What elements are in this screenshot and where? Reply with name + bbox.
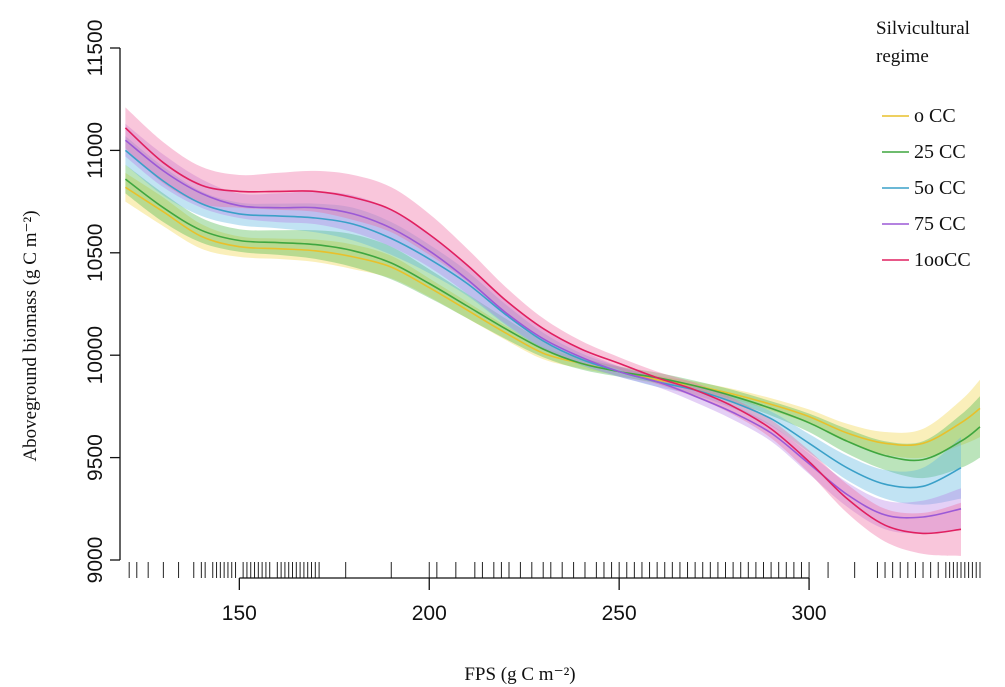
legend-label-4: 1ooCC <box>914 249 971 271</box>
x-tick-label: 250 <box>602 602 637 625</box>
legend-label-1: 25 CC <box>914 141 966 163</box>
x-axis-title: FPS (g C m⁻²) <box>464 664 575 685</box>
series-lines <box>124 127 981 535</box>
line-series-0 <box>124 186 981 447</box>
legend-label-2: 5o CC <box>914 177 966 199</box>
x-tick-label: 150 <box>222 602 257 625</box>
line-series-2 <box>124 149 962 489</box>
axes: 9000 9500 10000 10500 11000 11500 150 200 250 300 <box>84 20 827 625</box>
legend-title: Silvicultural <box>876 18 970 39</box>
y-tick-label: 11500 <box>84 20 107 77</box>
y-tick-label: 10500 <box>84 224 107 282</box>
legend-label-3: 75 CC <box>914 213 966 235</box>
band-series-4 <box>125 107 961 556</box>
x-tick-label: 200 <box>412 602 447 625</box>
rug-ticks <box>128 562 981 578</box>
line-series-4 <box>124 127 962 535</box>
line-series-1 <box>124 178 981 462</box>
band-series-2 <box>125 136 961 505</box>
legend-title-line2: regime <box>876 46 929 67</box>
y-tick-label: 9500 <box>84 434 107 481</box>
band-series-1 <box>125 164 980 479</box>
y-tick-label: 10000 <box>84 326 107 384</box>
band-series-3 <box>125 123 961 534</box>
x-tick-label: 300 <box>792 602 827 625</box>
y-tick-label: 11000 <box>84 122 107 179</box>
confidence-bands <box>125 107 980 556</box>
y-axis-title: Aboveground biomass (g C m⁻²) <box>20 210 41 461</box>
legend: Silvicultural regime o CC 25 CC 5o CC 75 CC 1o… <box>876 18 971 271</box>
y-tick-label: 9000 <box>84 537 107 584</box>
band-series-0 <box>125 172 980 459</box>
legend-label-0: o CC <box>914 105 956 127</box>
